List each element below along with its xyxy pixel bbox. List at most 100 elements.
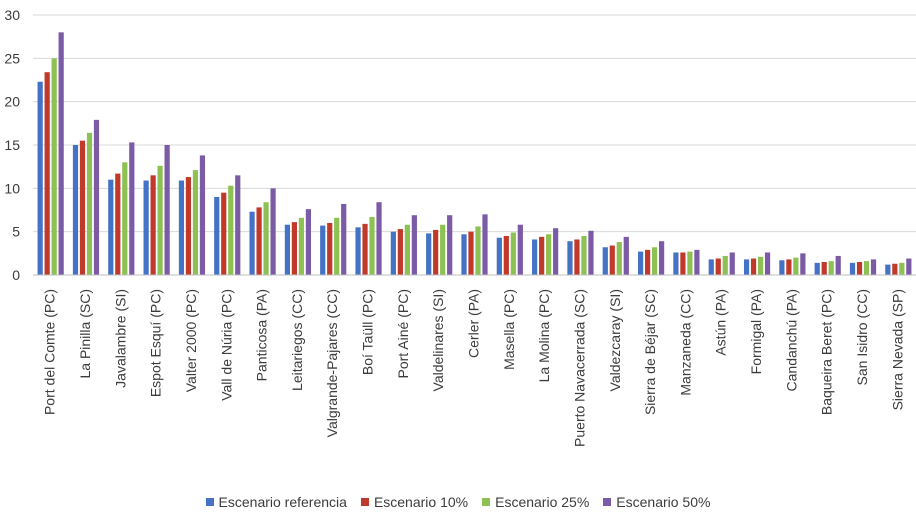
bar xyxy=(44,72,50,275)
x-tick-label: Valter 2000 (PC) xyxy=(183,289,199,392)
bar xyxy=(404,224,410,275)
bar xyxy=(369,216,375,275)
bar xyxy=(376,202,382,275)
bar xyxy=(849,262,856,275)
bar xyxy=(687,251,693,275)
x-tick-label: Cerler (PA) xyxy=(466,289,482,358)
bar xyxy=(835,255,841,275)
bar xyxy=(270,188,276,275)
bar xyxy=(729,252,735,275)
bar xyxy=(609,245,615,275)
bar xyxy=(475,226,481,275)
bar xyxy=(433,229,439,275)
bar xyxy=(708,259,714,275)
bar xyxy=(814,262,820,275)
bar xyxy=(72,145,79,275)
x-tick-label: Masella (PC) xyxy=(501,289,517,370)
x-tick-label: Baqueira Beret (PC) xyxy=(819,289,835,415)
bar xyxy=(298,217,304,275)
x-tick-label: Valdelinares (SI) xyxy=(430,289,446,391)
x-tick-label: Port del Comte (PC) xyxy=(42,289,58,415)
bar xyxy=(892,263,898,275)
x-tick-label: Valdezcaray (SI) xyxy=(607,289,623,391)
bar xyxy=(856,262,863,275)
bar xyxy=(108,179,114,275)
legend-label: Escenario 50% xyxy=(616,494,711,510)
bar xyxy=(743,259,750,275)
bar xyxy=(659,241,665,275)
bar xyxy=(122,162,128,275)
x-tick-label: Javalambre (SI) xyxy=(112,289,128,388)
bar xyxy=(320,225,326,275)
x-tick-label: Espot Esquí (PC) xyxy=(148,289,164,397)
bar xyxy=(214,197,220,275)
bar xyxy=(192,170,199,275)
legend-label: Escenario referencia xyxy=(218,494,347,510)
bar xyxy=(447,215,453,275)
bar xyxy=(199,155,206,275)
y-tick-label: 10 xyxy=(4,180,20,196)
bar xyxy=(750,258,757,275)
bar xyxy=(228,185,234,275)
bar xyxy=(694,249,700,275)
bar xyxy=(150,175,156,275)
bar xyxy=(574,239,580,275)
x-tick-label: Candanchú (PA) xyxy=(783,289,799,391)
bar xyxy=(510,232,516,275)
bar xyxy=(588,230,594,275)
bar xyxy=(899,262,905,275)
bar xyxy=(870,259,877,275)
bar xyxy=(115,173,121,275)
bar xyxy=(553,228,559,275)
bar xyxy=(623,236,629,275)
bar xyxy=(616,242,622,275)
bar xyxy=(680,252,686,275)
bar xyxy=(411,215,417,275)
x-tick-label: Leitariegos (CC) xyxy=(289,289,305,391)
bar xyxy=(284,224,290,275)
x-tick-label: La Molina (PC) xyxy=(536,289,552,382)
x-tick-label: Boí Taüll (PC) xyxy=(360,289,376,375)
x-tick-label: Astún (PA) xyxy=(713,289,729,356)
bar xyxy=(539,236,545,275)
bar xyxy=(58,32,64,276)
bar xyxy=(757,256,764,275)
y-tick-label: 5 xyxy=(12,224,20,240)
bar xyxy=(645,249,651,275)
bar xyxy=(327,223,333,275)
legend-item-50: Escenario 50% xyxy=(603,494,710,510)
bar xyxy=(221,192,227,275)
x-tick-label: Panticosa (PA) xyxy=(254,289,270,381)
x-tick-label: Vall de Núria (PC) xyxy=(218,289,234,401)
bar xyxy=(722,255,728,275)
legend-swatch xyxy=(205,498,214,506)
bar xyxy=(178,180,185,275)
x-tick-label: Sierra Nevada (SP) xyxy=(889,289,905,410)
bar xyxy=(86,132,93,275)
bar xyxy=(906,258,912,275)
bar xyxy=(517,224,523,275)
bar xyxy=(715,258,721,275)
bar xyxy=(305,209,311,275)
bar xyxy=(779,260,785,275)
bar xyxy=(37,81,43,275)
legend-item-referencia: Escenario referencia xyxy=(205,494,347,510)
bar xyxy=(157,165,163,275)
bar xyxy=(482,214,488,275)
bar xyxy=(334,217,340,275)
x-tick-label: La Pinilla (SC) xyxy=(77,289,93,378)
bar xyxy=(638,251,644,275)
bar xyxy=(164,145,170,275)
y-tick-label: 25 xyxy=(4,50,20,66)
x-tick-label: Puerto Navacerrada (SC) xyxy=(571,289,587,447)
bar xyxy=(567,241,573,275)
bar xyxy=(821,262,827,275)
bar xyxy=(786,259,792,275)
bar xyxy=(129,142,135,275)
bar xyxy=(143,180,149,275)
bar xyxy=(673,252,679,275)
bar xyxy=(546,234,552,275)
bar xyxy=(800,253,806,275)
